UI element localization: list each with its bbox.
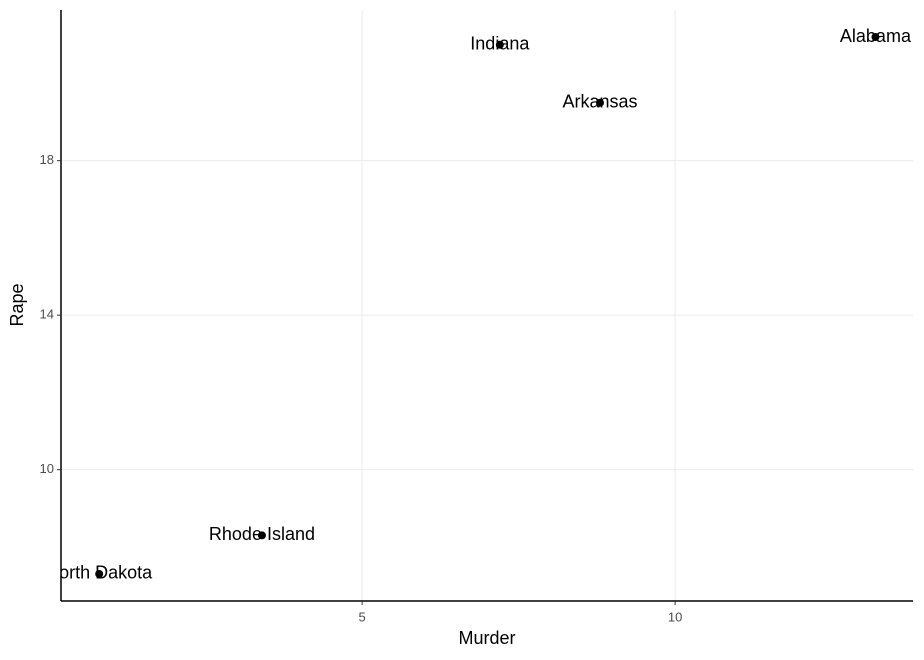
point-label: Rhode Island — [209, 524, 315, 544]
point-label: Alabama — [840, 26, 912, 46]
point — [871, 33, 880, 42]
point — [257, 531, 266, 540]
y-tick-label: 18 — [40, 152, 54, 167]
point — [95, 569, 104, 578]
point — [495, 40, 504, 49]
x-tick-label: 5 — [358, 609, 365, 624]
y-tick-label: 14 — [40, 307, 54, 322]
point — [595, 98, 604, 107]
point-label: Indiana — [470, 34, 530, 54]
grid — [61, 10, 913, 601]
y-tick-label: 10 — [40, 461, 54, 476]
y-axis-title: Rape — [7, 283, 27, 326]
point-label: Arkansas — [562, 91, 637, 111]
x-axis-title: Murder — [458, 628, 515, 648]
point-label: North Dakota — [46, 563, 153, 583]
plot-area: Alabama Arkansas Indiana Rhode Island North … — [46, 26, 912, 583]
x-tick-label: 10 — [668, 609, 682, 624]
